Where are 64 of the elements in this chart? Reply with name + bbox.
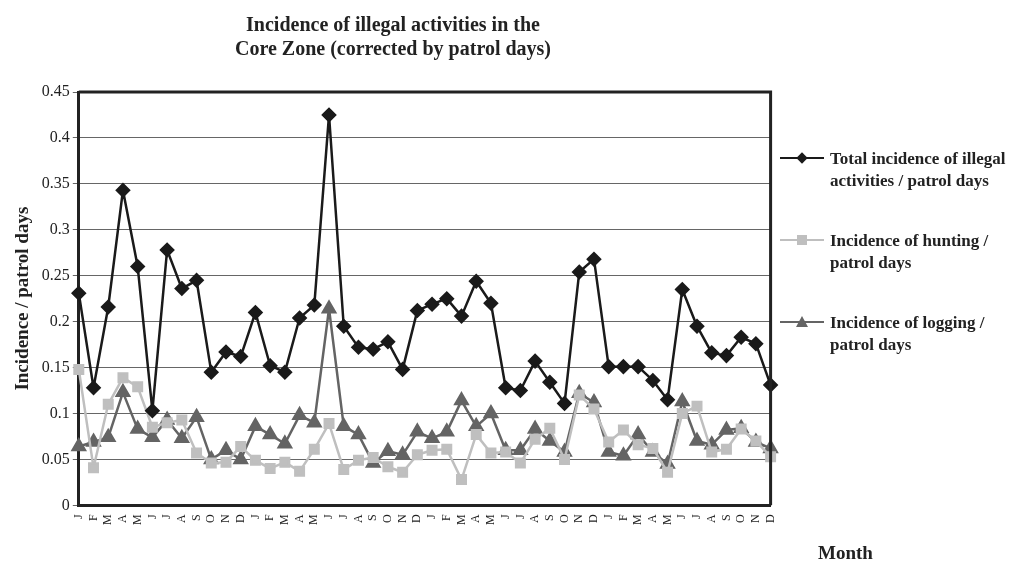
y-tick-label: 0.05 xyxy=(41,449,70,467)
x-tick-label: F xyxy=(85,514,100,522)
x-tick-label: F xyxy=(615,514,630,522)
x-tick-label: S xyxy=(718,514,733,522)
x-tick-label: S xyxy=(541,514,556,522)
x-tick-label: N xyxy=(218,514,233,523)
x-tick-label: M xyxy=(129,514,144,525)
y-axis-title: Incidence / patrol days xyxy=(11,206,33,391)
x-tick-label: J xyxy=(600,514,615,519)
x-tick-label: M xyxy=(100,514,115,525)
x-tick-label: A xyxy=(115,514,130,523)
x-tick-label: O xyxy=(733,514,748,523)
chart-title: Incidence of illegal activities in the Core Zone (corrected by patrol days) xyxy=(234,13,552,61)
x-tick-label: A xyxy=(350,514,365,523)
legend-label: Incidence of hunting / patrol days xyxy=(830,230,990,274)
x-tick-label: A xyxy=(703,514,718,523)
x-tick-label: M xyxy=(659,514,674,525)
legend-label: Total incidence of illegal activities / patrol days xyxy=(830,148,1007,192)
x-tick-label: J xyxy=(512,514,527,519)
x-tick-label: S xyxy=(365,514,380,522)
x-tick-label: F xyxy=(438,514,453,522)
y-tick-label: 0.3 xyxy=(49,219,70,237)
y-tick-label: 0.4 xyxy=(49,128,70,146)
x-tick-label: J xyxy=(424,514,439,519)
x-tick-label: D xyxy=(409,514,424,523)
x-tick-label: D xyxy=(762,514,777,523)
x-tick-label: J xyxy=(247,514,262,519)
x-tick-label: O xyxy=(556,514,571,523)
x-tick-label: M xyxy=(277,514,292,525)
x-tick-label: F xyxy=(262,514,277,522)
x-tick-label: J xyxy=(70,514,85,519)
y-tick-label: 0.35 xyxy=(41,174,70,192)
x-tick-label: A xyxy=(645,514,659,523)
x-tick-label: N xyxy=(748,514,763,523)
y-tick-label: 0.15 xyxy=(41,357,70,375)
x-tick-label: J xyxy=(144,514,159,519)
x-tick-label: A xyxy=(291,514,306,523)
y-tick-label: 0 xyxy=(61,495,70,513)
x-tick-label: A xyxy=(527,514,542,523)
y-tick-label: 0.45 xyxy=(41,82,70,100)
x-axis-title: Month xyxy=(818,542,873,564)
x-tick-label: J xyxy=(335,514,350,519)
x-tick-label: D xyxy=(232,514,247,523)
y-tick-label: 0.25 xyxy=(41,265,70,283)
x-tick-label: D xyxy=(586,514,601,523)
x-tick-label: A xyxy=(173,514,188,523)
x-tick-label: A xyxy=(468,514,483,523)
legend-label: Incidence of logging / patrol days xyxy=(830,312,986,356)
x-tick-label: M xyxy=(630,514,645,525)
x-tick-label: J xyxy=(321,514,336,519)
x-tick-label: M xyxy=(483,514,498,525)
x-tick-label: N xyxy=(571,514,586,523)
y-tick-label: 0.1 xyxy=(49,403,70,421)
x-tick-label: O xyxy=(380,514,395,523)
x-tick-label: O xyxy=(203,514,218,523)
x-tick-label: J xyxy=(689,514,704,519)
x-tick-label: J xyxy=(674,514,689,519)
x-tick-label: M xyxy=(306,514,321,525)
x-tick-label: J xyxy=(159,514,174,519)
x-tick-label: M xyxy=(453,514,468,525)
x-tick-label: J xyxy=(497,514,512,519)
x-tick-label: S xyxy=(188,514,203,522)
y-tick-label: 0.2 xyxy=(49,311,70,329)
x-tick-label: N xyxy=(394,514,409,523)
